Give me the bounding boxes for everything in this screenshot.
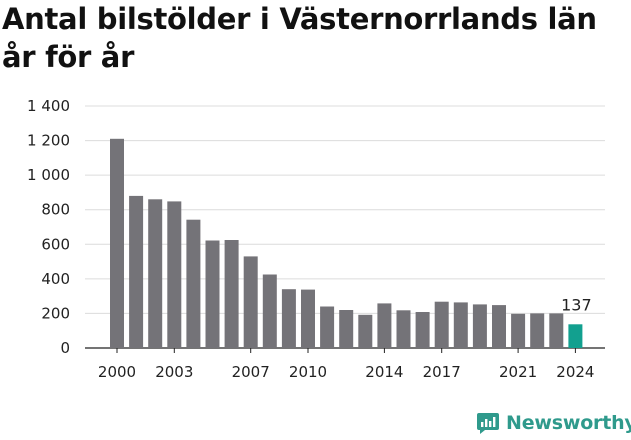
y-tick-label: 1 400 xyxy=(27,97,70,115)
chart-title: Antal bilstölder i Västernorrlands län å… xyxy=(2,2,597,74)
bar-2021 xyxy=(511,313,526,348)
brand-logo[interactable]: Newsworthy xyxy=(476,406,631,440)
bar-2007 xyxy=(243,256,258,348)
bar-2006 xyxy=(224,240,239,348)
y-tick-label: 1 200 xyxy=(27,132,70,150)
bar-2016 xyxy=(415,312,430,348)
y-tick-label: 0 xyxy=(60,339,70,357)
bar-2002 xyxy=(148,199,163,348)
bar-2014 xyxy=(377,303,392,348)
newsworthy-icon xyxy=(477,413,499,434)
bar-2000 xyxy=(110,138,124,348)
bars xyxy=(110,138,583,348)
bar-2022 xyxy=(530,313,545,348)
brand-name: Newsworthy xyxy=(506,412,631,434)
bar-2003 xyxy=(167,201,182,348)
bar-2020 xyxy=(492,305,506,348)
x-tick-label: 2024 xyxy=(556,363,594,381)
bar-2017 xyxy=(434,301,449,348)
x-tick-label: 2007 xyxy=(232,363,270,381)
bar-2004 xyxy=(186,219,201,348)
bar-2012 xyxy=(339,310,354,348)
data-label-highlight: 137 xyxy=(561,295,592,314)
x-tick-label: 2017 xyxy=(423,363,461,381)
bar-2015 xyxy=(396,310,411,348)
bar-2005 xyxy=(205,240,220,348)
bar-2019 xyxy=(472,304,487,348)
x-axis-ticks: 2000 2003 2007 2010 2014 2017 2021 2024 xyxy=(98,348,594,381)
bar-2009 xyxy=(281,289,296,348)
x-tick-label: 2014 xyxy=(365,363,403,381)
data-labels: 137 xyxy=(561,295,592,314)
x-tick-label: 2021 xyxy=(499,363,537,381)
bar-2008 xyxy=(262,274,277,348)
y-tick-label: 600 xyxy=(41,235,70,253)
x-tick-label: 2010 xyxy=(289,363,327,381)
y-tick-label: 200 xyxy=(41,304,70,322)
bar-2010 xyxy=(301,289,315,348)
y-tick-label: 400 xyxy=(41,270,70,288)
bar-2011 xyxy=(320,306,335,348)
y-tick-label: 1 000 xyxy=(27,166,70,184)
bar-2023 xyxy=(549,313,564,348)
bar-2013 xyxy=(358,314,373,348)
y-tick-label: 800 xyxy=(41,201,70,219)
x-tick-label: 2000 xyxy=(98,363,136,381)
bar-2018 xyxy=(453,302,468,348)
bar-2024 xyxy=(568,324,583,348)
bar-2001 xyxy=(129,195,144,348)
x-tick-label: 2003 xyxy=(155,363,193,381)
y-axis-ticks: 0 200 400 600 800 1 000 1 200 1 400 xyxy=(27,97,70,357)
